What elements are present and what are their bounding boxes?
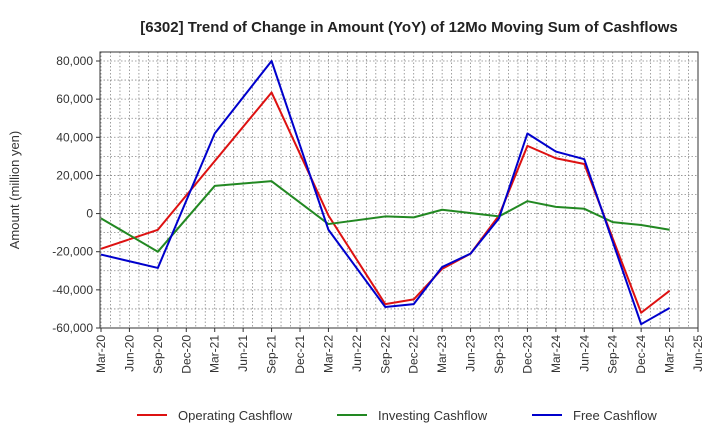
x-tick-label: Jun-21 <box>236 335 250 372</box>
y-tick-label: 0 <box>86 207 93 221</box>
x-axis: Mar-20 Jun-20 Sep-20 Dec-20 Mar-21 Jun-21 Sep-… <box>94 328 705 374</box>
x-tick-label: Dec-22 <box>407 335 421 374</box>
grid <box>100 52 698 329</box>
legend-label-free-cashflow: Free Cashflow <box>573 408 657 423</box>
chart-title: [6302] Trend of Change in Amount (YoY) o… <box>140 19 678 36</box>
x-tick-label: Jun-20 <box>122 335 136 372</box>
x-tick-label: Dec-23 <box>520 335 534 374</box>
x-tick-label: Dec-20 <box>179 335 193 374</box>
x-tick-label: Mar-20 <box>94 335 108 373</box>
x-tick-label: Dec-24 <box>634 335 648 374</box>
series-line-investing-cashflow <box>100 180 670 253</box>
x-tick-label: Mar-24 <box>549 335 563 373</box>
series-lines <box>100 60 671 326</box>
y-axis: 80,000 60,000 40,000 20,000 0 -20,000 -40,000 -… <box>52 54 100 335</box>
x-tick-label: Sep-20 <box>151 335 165 374</box>
y-axis-label: Amount (million yen) <box>7 131 22 250</box>
legend-label-operating-cashflow: Operating Cashflow <box>178 408 293 423</box>
legend: Operating Cashflow Investing Cashflow Free… <box>137 408 657 423</box>
legend-label-investing-cashflow: Investing Cashflow <box>378 408 488 423</box>
y-tick-label: 20,000 <box>56 168 93 182</box>
y-tick-label: -20,000 <box>52 245 93 259</box>
y-tick-label: -60,000 <box>52 321 93 335</box>
x-tick-label: Jun-22 <box>350 335 364 372</box>
series-line-free-cashflow <box>100 60 671 326</box>
x-tick-label: Dec-21 <box>293 335 307 374</box>
x-tick-label: Sep-23 <box>492 335 506 374</box>
x-tick-label: Sep-22 <box>378 335 392 374</box>
x-tick-label: Sep-21 <box>265 335 279 374</box>
x-tick-label: Jun-25 <box>691 335 705 372</box>
x-tick-label: Jun-23 <box>464 335 478 372</box>
x-tick-label: Jun-24 <box>577 335 591 372</box>
x-tick-label: Sep-24 <box>606 335 620 374</box>
y-tick-label: 60,000 <box>56 92 93 106</box>
x-tick-label: Mar-22 <box>321 335 335 373</box>
y-tick-label: 40,000 <box>56 130 93 144</box>
y-tick-label: -40,000 <box>52 283 93 297</box>
x-tick-label: Mar-25 <box>663 335 677 373</box>
y-tick-label: 80,000 <box>56 54 93 68</box>
plot-frame <box>99 51 699 329</box>
x-tick-label: Mar-21 <box>208 335 222 373</box>
x-tick-label: Mar-23 <box>435 335 449 373</box>
